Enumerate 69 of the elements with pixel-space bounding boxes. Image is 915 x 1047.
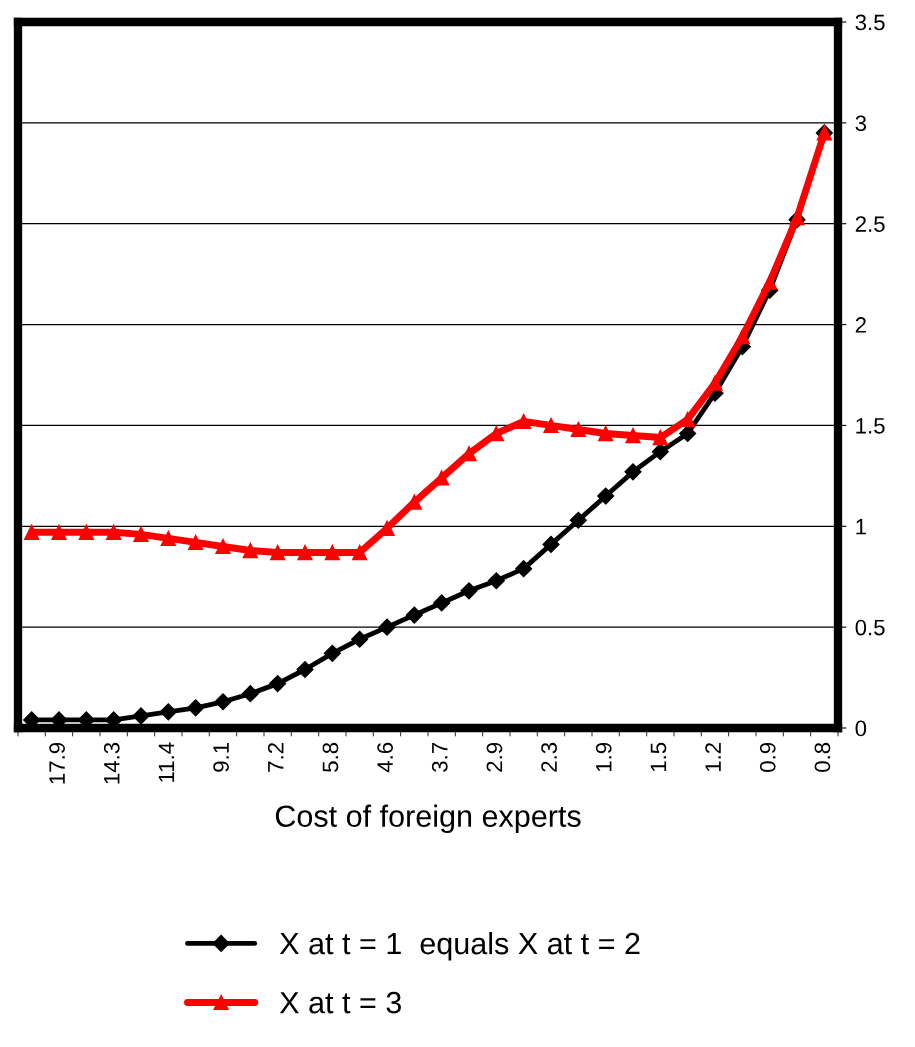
x-tick-label: 5.8 [322, 742, 339, 772]
point [598, 425, 614, 442]
point [51, 524, 67, 540]
point [625, 427, 641, 444]
y-tick-label: 3.5 [855, 14, 885, 31]
x-tick-label: 9.1 [213, 742, 229, 772]
x-tick-label: 1.5 [650, 742, 667, 772]
x-tick-label: 7.2 [267, 743, 284, 772]
x-tick-label: 0.9 [759, 742, 776, 772]
point [296, 660, 314, 679]
y-tick-label: 3 [855, 115, 867, 132]
point [242, 542, 258, 559]
point [378, 618, 396, 636]
legend-label: X at t = 1 equals X at t = 2 [279, 931, 640, 961]
point [241, 685, 259, 703]
point [324, 544, 340, 561]
point [352, 544, 368, 561]
point [24, 524, 40, 540]
y-tick-label: 2.5 [855, 216, 885, 232]
point [351, 630, 369, 648]
point [624, 463, 642, 481]
point [569, 511, 587, 529]
point [160, 530, 176, 547]
point [460, 582, 478, 600]
x-tick-label: 14.3 [103, 742, 120, 784]
x-tick-label: 2.3 [541, 742, 557, 772]
y-tick-label: 0 [855, 720, 867, 737]
y-tick-label: 0.5 [855, 619, 885, 636]
x-axis-title: Cost of foreign experts [275, 804, 581, 834]
y-tick-label: 1.5 [856, 418, 885, 434]
point [188, 534, 204, 551]
point [543, 417, 559, 434]
x-tick-label: 1.9 [595, 742, 612, 772]
point [132, 707, 150, 725]
point [187, 699, 205, 717]
x-tick-label: 3.7 [431, 743, 448, 772]
point [734, 329, 750, 345]
point [707, 375, 723, 391]
y-tick-label: 2 [855, 317, 866, 333]
point [542, 535, 560, 553]
x-tick-label: 2.9 [486, 742, 503, 772]
point [159, 703, 177, 721]
x-tick-label: 1.2 [705, 743, 721, 772]
point [516, 413, 532, 430]
point [652, 429, 668, 446]
point [762, 274, 778, 290]
x-tick-label: 11.4 [158, 742, 175, 782]
point [297, 544, 313, 561]
point [78, 524, 94, 540]
point [487, 572, 505, 590]
point [215, 538, 231, 555]
x-tick-label: 0.8 [814, 742, 831, 772]
y-tick-label: 1 [856, 519, 866, 535]
legend-label: X at t = 3 [279, 991, 401, 1014]
point [515, 560, 533, 578]
point [651, 443, 669, 461]
point [133, 526, 149, 542]
point [214, 693, 232, 711]
point [269, 675, 287, 693]
point [106, 524, 122, 540]
point [597, 487, 615, 505]
x-tick-label: 17.9 [49, 742, 65, 784]
point [270, 544, 286, 561]
point [405, 606, 423, 624]
point [570, 421, 586, 438]
point [433, 594, 451, 612]
point [323, 644, 341, 662]
point [680, 411, 696, 428]
x-tick-label: 4.6 [377, 742, 393, 773]
